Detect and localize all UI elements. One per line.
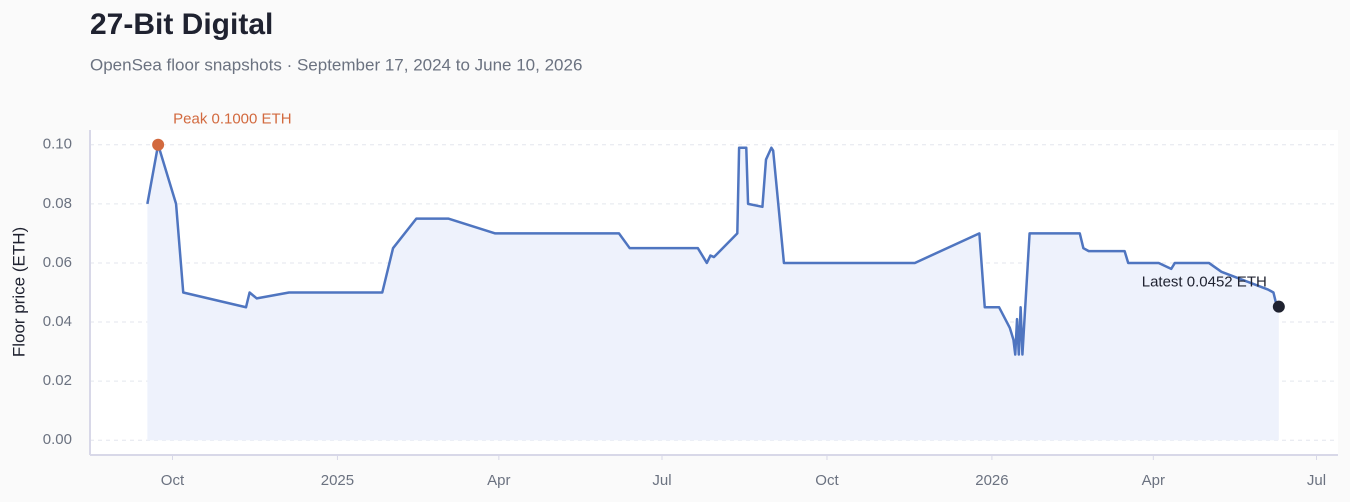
x-tick-label: Apr bbox=[1142, 472, 1165, 489]
peak-marker bbox=[152, 138, 165, 151]
x-tick-label: Oct bbox=[161, 472, 185, 489]
y-tick-label: 0.10 bbox=[43, 136, 72, 153]
chart-subtitle: OpenSea floor snapshots · September 17, … bbox=[90, 55, 582, 74]
chart-title: 27-Bit Digital bbox=[90, 8, 273, 41]
latest-label: Latest 0.0452 ETH bbox=[1142, 274, 1267, 291]
y-tick-label: 0.02 bbox=[43, 372, 72, 389]
x-tick-label: Jul bbox=[1307, 472, 1326, 489]
x-tick-label: 2025 bbox=[321, 472, 354, 489]
x-tick-label: Apr bbox=[487, 472, 510, 489]
line bbox=[146, 143, 1280, 356]
x-tick-label: Jul bbox=[652, 472, 671, 489]
peak-label: Peak 0.1000 ETH bbox=[173, 111, 291, 128]
y-tick-label: 0.06 bbox=[43, 254, 72, 271]
x-tick-label: 2026 bbox=[975, 472, 1008, 489]
y-axis-label: Floor price (ETH) bbox=[9, 227, 28, 357]
y-tick-label: 0.04 bbox=[43, 313, 72, 330]
x-tick-label: Oct bbox=[815, 472, 839, 489]
y-tick-label: 0.08 bbox=[43, 195, 72, 212]
y-tick-label: 0.00 bbox=[43, 431, 72, 448]
latest-marker bbox=[1272, 300, 1285, 313]
